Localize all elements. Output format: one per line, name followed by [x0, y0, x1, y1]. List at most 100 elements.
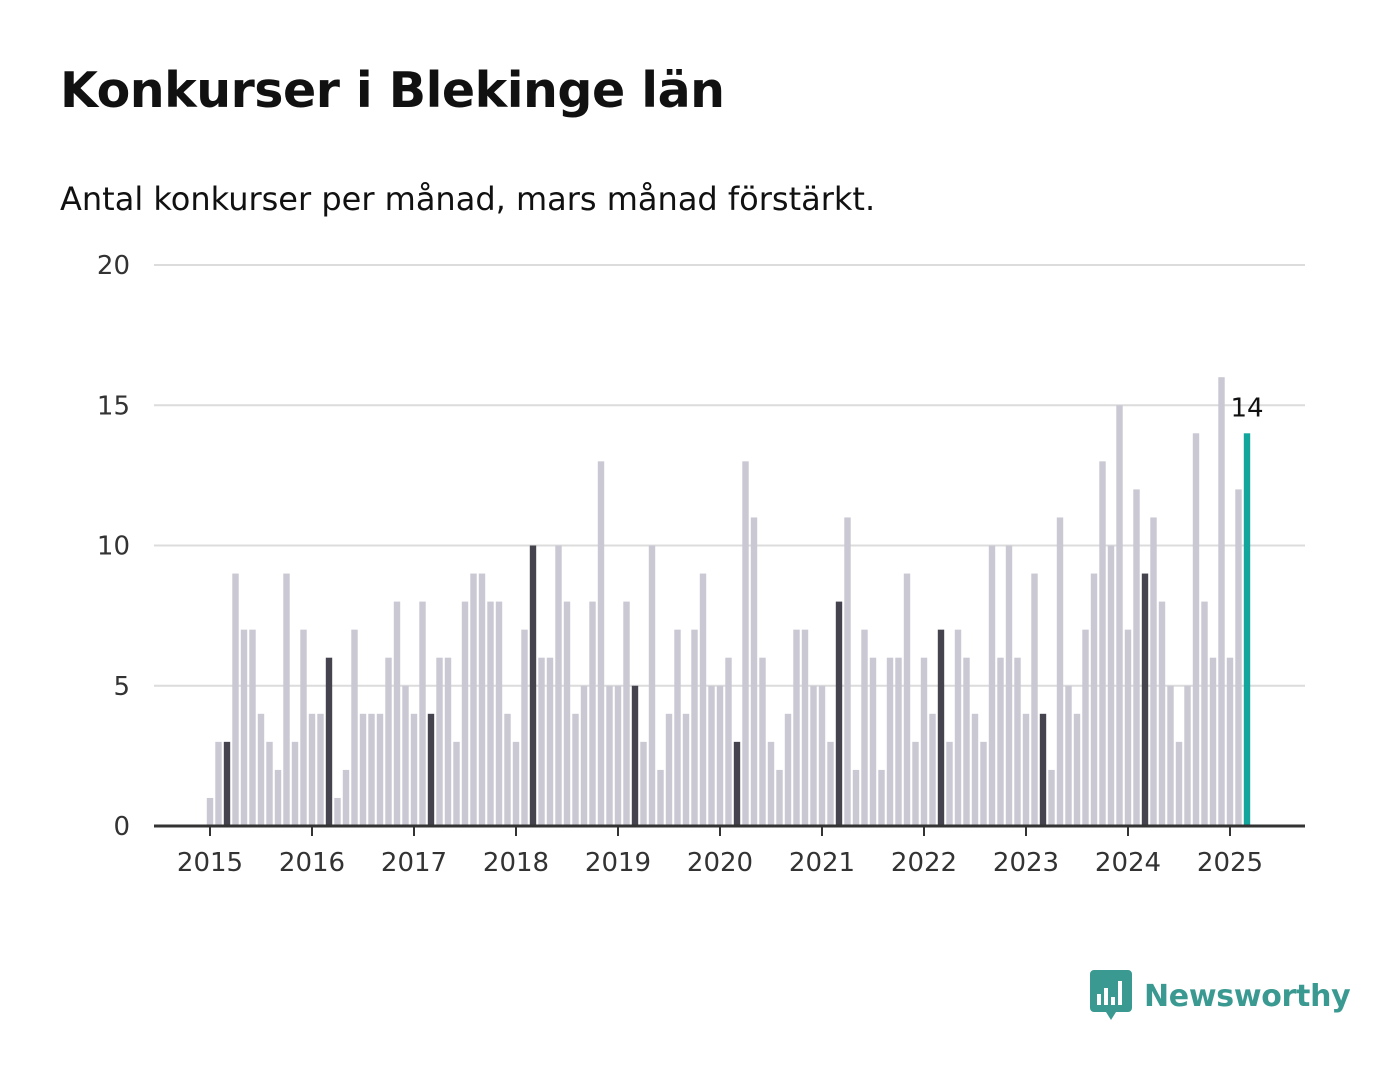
bar	[1065, 685, 1072, 826]
bar	[895, 657, 902, 826]
x-tick-label: 2021	[789, 848, 855, 878]
bar	[206, 797, 214, 826]
bar	[504, 713, 511, 826]
bar-march	[835, 601, 843, 826]
bar	[767, 741, 775, 826]
bar	[1116, 405, 1123, 826]
bar	[980, 741, 987, 826]
bar	[1073, 713, 1081, 826]
bar	[759, 657, 766, 826]
bar	[1218, 377, 1225, 826]
bar-march	[529, 545, 537, 826]
bar	[852, 769, 860, 826]
y-tick-label: 15	[97, 391, 130, 421]
bar	[997, 657, 1004, 826]
y-tick-label: 0	[113, 812, 130, 842]
bar	[699, 573, 707, 826]
bar	[742, 461, 749, 826]
bar	[682, 713, 690, 826]
bar-march	[733, 741, 741, 826]
bar	[283, 573, 290, 826]
bar	[844, 517, 851, 826]
bar	[946, 741, 953, 826]
bar	[512, 741, 520, 826]
x-tick-label: 2023	[993, 848, 1059, 878]
bar	[674, 629, 681, 826]
bar-march	[631, 685, 639, 826]
bars	[206, 377, 1251, 826]
bar	[308, 713, 316, 826]
bar	[572, 713, 579, 826]
bar	[436, 657, 443, 826]
bar-chart-speech-bubble-icon	[1090, 970, 1132, 1020]
bar	[1150, 517, 1157, 826]
bar	[376, 713, 384, 826]
bar	[444, 657, 452, 826]
bar	[665, 713, 673, 826]
bar	[597, 461, 605, 826]
bar	[920, 657, 928, 826]
bar	[1090, 573, 1098, 826]
bar	[954, 629, 962, 826]
bar	[648, 545, 656, 826]
bar	[1005, 545, 1013, 826]
bar	[708, 685, 715, 826]
x-tick-label: 2025	[1197, 848, 1263, 878]
bar	[1107, 545, 1115, 826]
bar	[249, 629, 256, 826]
bar	[750, 517, 758, 826]
bar	[793, 629, 800, 826]
bar	[580, 685, 588, 826]
bar	[784, 713, 792, 826]
bar	[988, 545, 996, 826]
y-tick-label: 10	[97, 532, 130, 562]
bar	[495, 601, 503, 826]
bar-march	[1039, 713, 1047, 826]
bar	[393, 601, 401, 826]
bar	[402, 685, 409, 826]
bar	[342, 769, 350, 826]
bar	[1124, 629, 1132, 826]
bar	[1048, 769, 1055, 826]
bar	[470, 573, 477, 826]
bar	[1158, 601, 1166, 826]
bar	[810, 685, 817, 826]
bar	[1082, 629, 1089, 826]
bar	[886, 657, 894, 826]
bar	[1014, 657, 1021, 826]
bar	[300, 629, 307, 826]
bar	[589, 601, 596, 826]
bar	[546, 657, 554, 826]
bar	[334, 797, 341, 826]
bar	[801, 629, 809, 826]
bar	[555, 545, 562, 826]
bar	[878, 769, 885, 826]
y-tick-label: 20	[97, 251, 130, 281]
bar	[1031, 573, 1038, 826]
bar	[461, 601, 469, 826]
bar	[351, 629, 358, 826]
bar	[971, 713, 979, 826]
bar	[1184, 685, 1191, 826]
x-tick-label: 2020	[687, 848, 753, 878]
bar	[776, 769, 783, 826]
x-tick-label: 2024	[1095, 848, 1161, 878]
bar	[274, 769, 282, 826]
bar	[929, 713, 936, 826]
gridlines	[154, 264, 1305, 687]
chart-subtitle: Antal konkurser per månad, mars månad fö…	[60, 180, 876, 218]
bar-march	[325, 657, 333, 826]
x-tick-label: 2017	[381, 848, 447, 878]
bar	[1201, 601, 1208, 826]
bar	[410, 713, 418, 826]
bar	[725, 657, 732, 826]
bar	[614, 685, 622, 826]
bar	[291, 741, 299, 826]
bar	[657, 769, 664, 826]
bar	[257, 713, 265, 826]
bar	[1235, 489, 1242, 826]
x-tick-label: 2019	[585, 848, 651, 878]
x-tick-label: 2022	[891, 848, 957, 878]
bar	[240, 629, 248, 826]
